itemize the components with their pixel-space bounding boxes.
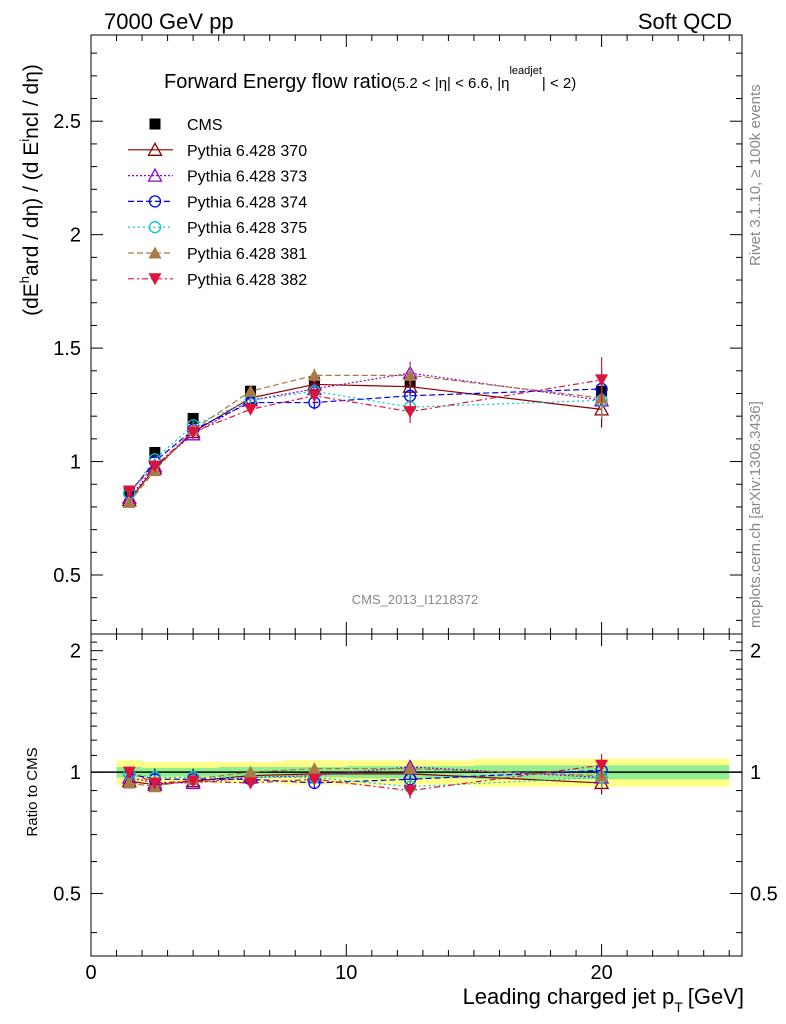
main-series-0 — [123, 376, 608, 497]
ratio-series-point — [307, 762, 321, 775]
main-series-1 — [121, 375, 610, 507]
main-series-point — [187, 412, 199, 424]
legend-marker — [148, 273, 162, 286]
ratio-y-axis-label: Ratio to CMS — [24, 747, 41, 836]
ratio-series-point — [148, 777, 162, 790]
main-series-line — [128, 390, 602, 494]
ratio-y-tick-label-right: 1 — [750, 762, 761, 784]
legend-entry: Pythia 6.428 373 — [128, 167, 307, 186]
main-series-point — [244, 384, 258, 397]
x-tick-label: 0 — [85, 962, 96, 984]
main-series-point — [595, 374, 609, 387]
main-series-point — [403, 406, 417, 419]
x-axis-label-unit: [GeV] — [688, 984, 744, 1009]
header-left: 7000 GeV pp — [104, 9, 234, 34]
axis-ticks — [90, 35, 742, 956]
legend-entry: Pythia 6.428 381 — [128, 246, 307, 263]
ratio-series-point — [122, 766, 136, 779]
legend-marker — [149, 118, 161, 130]
main-series-point — [122, 485, 136, 498]
ratio-series-5 — [122, 753, 609, 799]
ratio-series-point — [244, 777, 258, 790]
chart-title-cut-end: | < 2) — [542, 75, 576, 92]
rivet-version-label: Rivet 3.1.10, ≥ 100k events — [747, 84, 764, 266]
legend-entry: Pythia 6.428 374 — [128, 194, 307, 211]
main-series-line — [128, 383, 602, 501]
ratio-series-point — [186, 775, 200, 788]
main-series-line — [128, 374, 602, 503]
legend-label: Pythia 6.428 374 — [187, 194, 307, 211]
main-y-tick-label: 0.5 — [53, 565, 81, 587]
x-axis-label: Leading charged jet pT [GeV] — [463, 984, 744, 1015]
main-series — [121, 357, 610, 508]
ratio-series-point — [307, 773, 321, 786]
ratio-y-tick-label-right: 0.5 — [750, 884, 778, 906]
chart-title-sup: leadjet — [509, 65, 541, 77]
legend: CMS Pythia 6.428 370 Pythia 6.428 373 Pythi… — [128, 117, 307, 289]
ratio-series-point — [403, 762, 417, 775]
legend-label: Pythia 6.428 375 — [187, 220, 307, 237]
ratio-y-tick-label-right: 2 — [750, 641, 761, 663]
legend-marker — [148, 221, 162, 234]
chart-title-main: Forward Energy flow ratio — [164, 71, 392, 93]
main-y-tick-label: 2 — [70, 225, 81, 247]
legend-marker — [148, 246, 162, 259]
main-series-point — [186, 426, 200, 439]
ratio-y-tick-label-left: 2 — [70, 641, 81, 663]
main-series-point — [244, 403, 258, 416]
ratio-series-point — [244, 765, 258, 778]
mcplots-label: mcplots.cern.ch [arXiv:1306.3436] — [747, 401, 764, 628]
x-axis-label-sub: T — [674, 999, 683, 1015]
legend-entry: CMS — [149, 117, 223, 134]
main-series-point — [307, 390, 321, 403]
chart-title: Forward Energy flow ratio(5.2 < |η| < 6.… — [164, 65, 576, 93]
x-axis-label-main: Leading charged jet p — [463, 984, 675, 1009]
legend-marker — [147, 141, 163, 156]
axis-tick-labels: 0 10 20 0.5 1 1.5 2 2.5 0.5 0.5 1 1 2 2 — [53, 111, 778, 984]
legend-marker — [148, 195, 162, 208]
main-series-point — [149, 446, 161, 458]
legend-entry: Pythia 6.428 370 — [128, 141, 307, 160]
main-series-point — [403, 368, 417, 381]
legend-entry: Pythia 6.428 382 — [128, 272, 307, 289]
main-y-tick-label: 1.5 — [53, 338, 81, 360]
main-series-line — [128, 388, 602, 494]
ratio-series — [121, 753, 610, 799]
legend-label: Pythia 6.428 370 — [187, 143, 307, 160]
main-series-point — [307, 368, 321, 381]
main-series-point — [148, 460, 162, 473]
main-y-tick-label: 2.5 — [53, 111, 81, 133]
header-right: Soft QCD — [638, 9, 732, 34]
ratio-y-tick-label-left: 1 — [70, 762, 81, 784]
ratio-frame — [90, 633, 743, 957]
legend-entry: Pythia 6.428 375 — [128, 220, 307, 237]
x-tick-label: 20 — [590, 962, 612, 984]
ratio-series-point — [595, 759, 609, 772]
chart-title-cut: (5.2 < |η| < 6.6, |η — [392, 75, 510, 92]
legend-label: Pythia 6.428 381 — [187, 246, 307, 263]
legend-label: Pythia 6.428 382 — [187, 272, 307, 289]
ratio-series-point — [403, 785, 417, 798]
main-series-4 — [123, 382, 608, 500]
main-series-line — [128, 379, 602, 492]
main-y-tick-label: 1 — [70, 452, 81, 474]
ratio-series-point — [122, 776, 136, 789]
main-series-6 — [122, 357, 609, 498]
main-series-point — [122, 495, 136, 508]
x-tick-label: 10 — [335, 962, 357, 984]
legend-marker — [147, 167, 163, 182]
analysis-watermark: CMS_2013_I1218372 — [352, 592, 479, 607]
legend-label: Pythia 6.428 373 — [187, 169, 307, 186]
main-y-axis-label: (dEhard / dη) / (d Eincl / dη) — [17, 64, 43, 316]
legend-label: CMS — [187, 117, 223, 134]
ratio-y-tick-label-left: 0.5 — [53, 884, 81, 906]
